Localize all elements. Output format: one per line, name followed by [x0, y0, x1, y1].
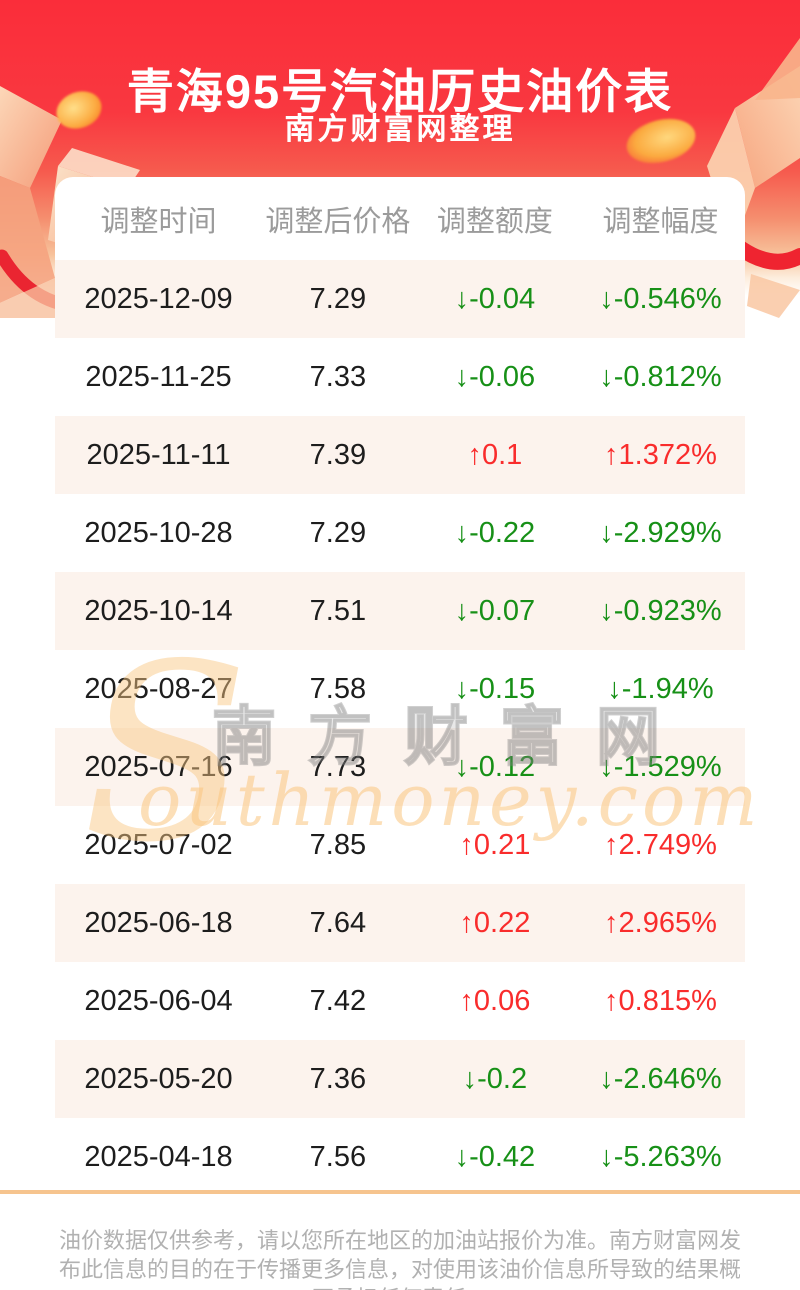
cell-date: 2025-10-14	[84, 594, 233, 627]
cell-change-pct: ↑0.815%	[604, 984, 717, 1017]
cell-date: 2025-06-04	[84, 984, 233, 1017]
table-row: 2025-06-04 7.42 ↑0.06 ↑0.815%	[55, 962, 745, 1040]
cell-change: ↓-0.15	[454, 672, 536, 705]
cell-date: 2025-11-25	[85, 360, 232, 393]
cell-change: ↓-0.2	[462, 1062, 528, 1095]
cell-price: 7.33	[309, 360, 367, 393]
cell-date: 2025-08-27	[84, 672, 233, 705]
cell-date: 2025-11-11	[86, 438, 231, 471]
cell-price: 7.56	[309, 1140, 367, 1173]
cell-date: 2025-07-16	[84, 750, 233, 783]
cell-price: 7.73	[309, 750, 367, 783]
table-row: 2025-10-14 7.51 ↓-0.07 ↓-0.923%	[55, 572, 745, 650]
cell-price: 7.29	[309, 516, 367, 549]
cell-change: ↓-0.42	[454, 1140, 536, 1173]
cell-change-pct: ↓-0.546%	[599, 282, 722, 315]
table-row: 2025-11-11 7.39 ↑0.1 ↑1.372%	[55, 416, 745, 494]
table-row: 2025-04-18 7.56 ↓-0.42 ↓-5.263%	[55, 1118, 745, 1196]
cell-price: 7.42	[309, 984, 367, 1017]
table-row: 2025-06-18 7.64 ↑0.22 ↑2.965%	[55, 884, 745, 962]
cell-price: 7.51	[309, 594, 367, 627]
table-row: 2025-11-25 7.33 ↓-0.06 ↓-0.812%	[55, 338, 745, 416]
cell-change-pct: ↓-1.94%	[607, 672, 714, 705]
cell-change: ↓-0.04	[454, 282, 536, 315]
cell-price: 7.39	[309, 438, 367, 471]
cell-change: ↓-0.06	[454, 360, 536, 393]
table-header-row: 调整时间 调整后价格 调整额度 调整幅度	[55, 177, 745, 260]
cell-change-pct: ↑1.372%	[604, 438, 717, 471]
cell-date: 2025-04-18	[84, 1140, 233, 1173]
page-title: 青海95号汽油历史油价表	[126, 65, 674, 119]
table-row: 2025-05-20 7.36 ↓-0.2 ↓-2.646%	[55, 1040, 745, 1118]
price-table-card: 调整时间 调整后价格 调整额度 调整幅度 2025-12-09 7.29 ↓-0…	[55, 177, 745, 1196]
cell-change: ↑0.21	[459, 828, 531, 861]
cell-change-pct: ↓-0.812%	[599, 360, 722, 393]
cell-date: 2025-06-18	[84, 906, 233, 939]
table-row: 2025-07-16 7.73 ↓-0.12 ↓-1.529%	[55, 728, 745, 806]
page-subtitle: 南方财富网整理	[284, 113, 516, 146]
cell-date: 2025-10-28	[84, 516, 233, 549]
column-header-adjust-time: 调整时间	[100, 205, 217, 238]
cell-change-pct: ↑2.749%	[604, 828, 717, 861]
disclaimer-text: 油价数据仅供参考，请以您所在地区的加油站报价为准。南方财富网发布此信息的目的在于…	[58, 1228, 741, 1290]
cell-change-pct: ↓-1.529%	[599, 750, 722, 783]
cell-price: 7.36	[309, 1062, 367, 1095]
cell-date: 2025-12-09	[84, 282, 233, 315]
cell-date: 2025-05-20	[84, 1062, 233, 1095]
cell-price: 7.85	[309, 828, 367, 861]
cell-change-pct: ↑2.965%	[604, 906, 717, 939]
table-row: 2025-12-09 7.29 ↓-0.04 ↓-0.546%	[55, 260, 745, 338]
cell-change-pct: ↓-5.263%	[599, 1140, 722, 1173]
column-header-adjust-rate: 调整幅度	[602, 205, 719, 238]
cell-price: 7.29	[309, 282, 367, 315]
price-table-body: 2025-12-09 7.29 ↓-0.04 ↓-0.546% 2025-11-…	[55, 260, 745, 1196]
cell-change: ↓-0.07	[454, 594, 536, 627]
cell-change: ↓-0.22	[454, 516, 536, 549]
cell-change-pct: ↓-2.929%	[599, 516, 722, 549]
cell-change: ↑0.06	[459, 984, 531, 1017]
cell-price: 7.64	[309, 906, 367, 939]
cell-date: 2025-07-02	[84, 828, 233, 861]
footer-divider	[0, 1190, 800, 1194]
table-row: 2025-08-27 7.58 ↓-0.15 ↓-1.94%	[55, 650, 745, 728]
table-row: 2025-10-28 7.29 ↓-0.22 ↓-2.929%	[55, 494, 745, 572]
table-row: 2025-07-02 7.85 ↑0.21 ↑2.749%	[55, 806, 745, 884]
column-header-adjust-amount: 调整额度	[436, 205, 553, 238]
cell-change-pct: ↓-2.646%	[599, 1062, 722, 1095]
cell-change: ↑0.22	[459, 906, 531, 939]
cell-change: ↑0.1	[467, 438, 523, 471]
cell-change: ↓-0.12	[454, 750, 536, 783]
column-header-adjusted-price: 调整后价格	[265, 205, 411, 238]
cell-change-pct: ↓-0.923%	[599, 594, 722, 627]
cell-price: 7.58	[309, 672, 367, 705]
